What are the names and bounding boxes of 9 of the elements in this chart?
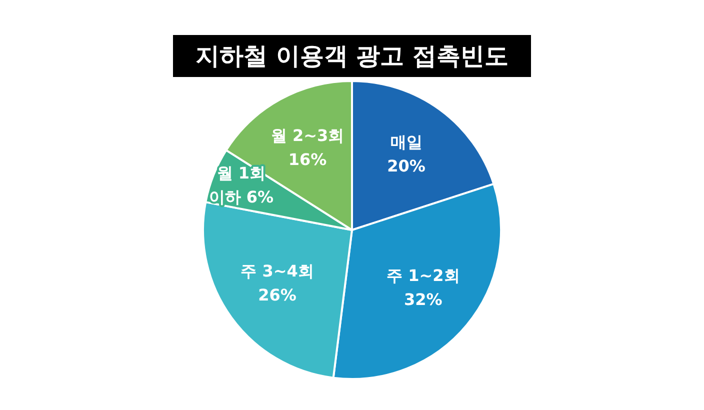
data-label: 20%: [387, 156, 426, 176]
slice-label: 주 3~4회: [240, 261, 314, 280]
data-label: 16%: [288, 150, 327, 170]
slice-label: 주 1~2회: [386, 266, 460, 286]
chart-title: 지하철 이용객 광고 접촉빈도: [173, 35, 531, 77]
slice-label: 월 2~3회: [270, 126, 344, 146]
data-label: 26%: [258, 285, 296, 304]
slice-label: 매일: [390, 132, 422, 152]
data-label: 32%: [404, 290, 442, 310]
